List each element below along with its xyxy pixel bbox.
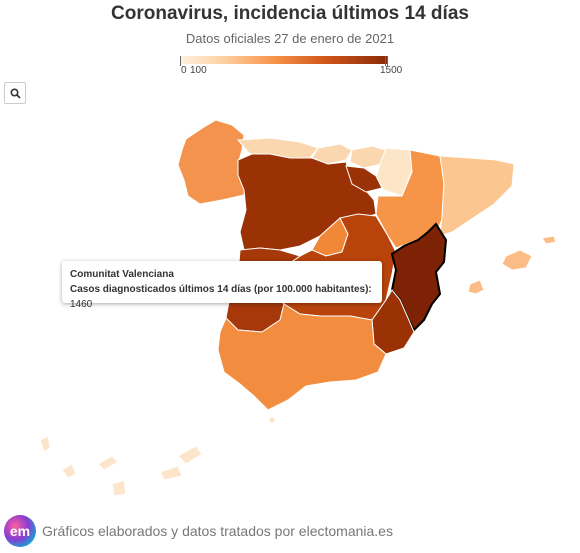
legend-tick-min bbox=[180, 56, 181, 66]
color-legend: 0 100 1500 bbox=[180, 56, 403, 80]
region-andalucia[interactable] bbox=[217, 303, 387, 411]
region-galicia[interactable] bbox=[177, 119, 247, 205]
region-baleares-menorca[interactable] bbox=[541, 235, 557, 245]
region-baleares-mallorca[interactable] bbox=[501, 249, 533, 271]
search-icon bbox=[9, 87, 21, 99]
zoom-button[interactable] bbox=[4, 82, 26, 104]
legend-label-max: 1500 bbox=[380, 65, 403, 76]
legend-tick-max-2 bbox=[387, 56, 388, 66]
region-canarias-2[interactable] bbox=[61, 463, 77, 479]
region-baleares-ibiza[interactable] bbox=[467, 279, 485, 295]
region-tooltip: Comunitat Valenciana Casos diagnosticado… bbox=[62, 261, 382, 310]
region-canarias-3[interactable] bbox=[97, 455, 119, 471]
tooltip-value-row: Casos diagnosticados últimos 14 días (po… bbox=[70, 282, 374, 312]
chart-subtitle: Datos oficiales 27 de enero de 2021 bbox=[185, 31, 395, 46]
footer: em Gráficos elaborados y datos tratados … bbox=[4, 513, 424, 549]
legend-label-mid: 100 bbox=[190, 65, 207, 76]
legend-label-min: 0 bbox=[181, 65, 187, 76]
legend-tick-max bbox=[385, 56, 386, 66]
region-ceuta[interactable] bbox=[267, 415, 277, 425]
region-canarias-4[interactable] bbox=[111, 479, 127, 497]
chart-title: Coronavirus, incidencia últimos 14 días bbox=[111, 3, 469, 24]
legend-gradient bbox=[180, 56, 388, 64]
region-canarias-5[interactable] bbox=[159, 465, 183, 481]
tooltip-value: 1460 bbox=[70, 299, 93, 310]
region-la-rioja[interactable] bbox=[345, 165, 383, 193]
region-canarias-1[interactable] bbox=[39, 435, 51, 453]
tooltip-value-label: Casos diagnosticados últimos 14 días (po… bbox=[70, 284, 372, 295]
region-cataluna[interactable] bbox=[439, 155, 515, 237]
footer-credit: Gráficos elaborados y datos tratados por… bbox=[42, 523, 393, 539]
tooltip-region-name: Comunitat Valenciana bbox=[70, 269, 174, 280]
region-canarias-6[interactable] bbox=[177, 445, 203, 465]
electomania-logo[interactable]: em bbox=[4, 515, 36, 547]
